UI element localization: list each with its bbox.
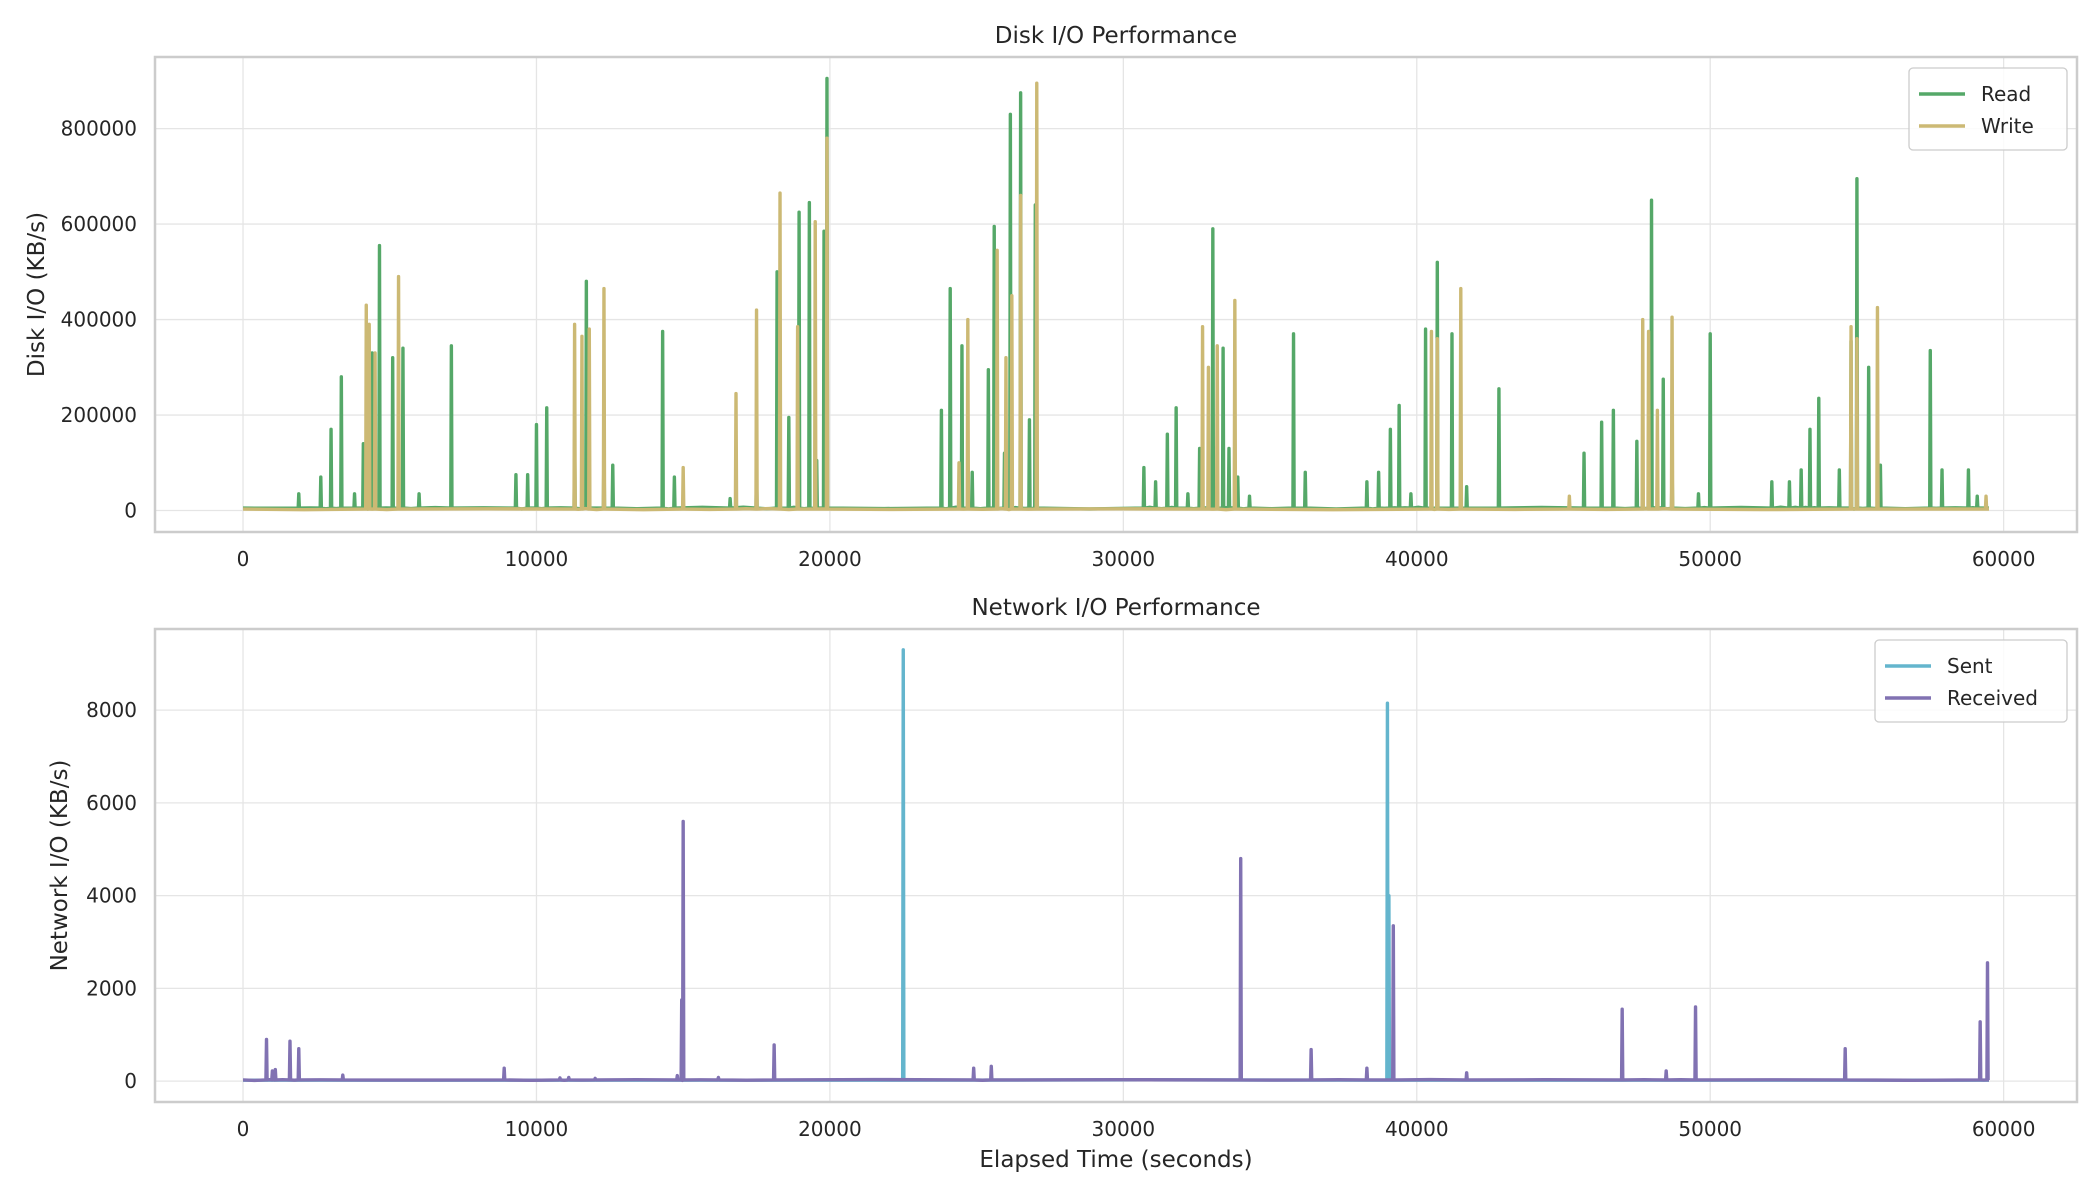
y-tick-label: 4000 [86, 884, 137, 908]
x-tick-label: 10000 [505, 547, 569, 571]
network-io-y-axis-label: Network I/O (KB/s) [47, 760, 73, 972]
legend-box [1874, 639, 2068, 723]
disk-io-chart: Disk I/O Performance Disk I/O (KB/s) 0 10… [24, 23, 2079, 571]
network-io-chart: Network I/O Performance Network I/O (KB/… [47, 595, 2079, 1173]
x-tick-label: 50000 [1678, 547, 1742, 571]
received-series-line [242, 819, 1990, 1083]
x-tick-label: 0 [237, 1117, 250, 1141]
x-tick-label: 50000 [1678, 1117, 1742, 1141]
disk-io-legend: Read Write [1908, 67, 2068, 151]
legend-label-sent: Sent [1947, 654, 1993, 678]
network-io-legend: Sent Received [1874, 639, 2068, 723]
disk-io-gridlines [155, 57, 2077, 532]
x-tick-label: 10000 [505, 1117, 569, 1141]
network-io-gridlines [155, 629, 2077, 1102]
network-io-x-axis-label: Elapsed Time (seconds) [979, 1147, 1252, 1173]
y-tick-label: 800000 [61, 117, 137, 141]
network-io-chart-title: Network I/O Performance [971, 595, 1260, 621]
x-tick-label: 60000 [1972, 1117, 2036, 1141]
y-tick-label: 2000 [86, 976, 137, 1000]
disk-io-chart-title: Disk I/O Performance [995, 23, 1237, 49]
y-tick-label: 200000 [61, 403, 137, 427]
x-tick-label: 20000 [798, 547, 862, 571]
legend-box [1908, 67, 2068, 151]
x-tick-label: 60000 [1972, 547, 2036, 571]
disk-io-plot-frame [153, 55, 2079, 534]
legend-label-write: Write [1981, 114, 2034, 138]
x-tick-label: 40000 [1385, 1117, 1449, 1141]
x-tick-label: 40000 [1385, 547, 1449, 571]
write-series-line [243, 81, 1989, 512]
x-tick-label: 30000 [1092, 547, 1156, 571]
sent-series-line [243, 648, 1989, 1082]
x-tick-label: 30000 [1092, 1117, 1156, 1141]
legend-label-received: Received [1947, 686, 2038, 710]
y-tick-label: 0 [124, 1069, 137, 1093]
read-series-line [243, 76, 1989, 511]
legend-label-read: Read [1981, 82, 2031, 106]
disk-io-y-axis-label: Disk I/O (KB/s) [24, 212, 50, 377]
y-tick-label: 400000 [61, 308, 137, 332]
y-tick-label: 8000 [86, 698, 137, 722]
x-tick-label: 20000 [798, 1117, 862, 1141]
y-tick-label: 0 [124, 499, 137, 523]
network-io-plot-frame [153, 627, 2079, 1104]
y-tick-label: 600000 [61, 212, 137, 236]
y-tick-label: 6000 [86, 791, 137, 815]
x-tick-label: 0 [237, 547, 250, 571]
